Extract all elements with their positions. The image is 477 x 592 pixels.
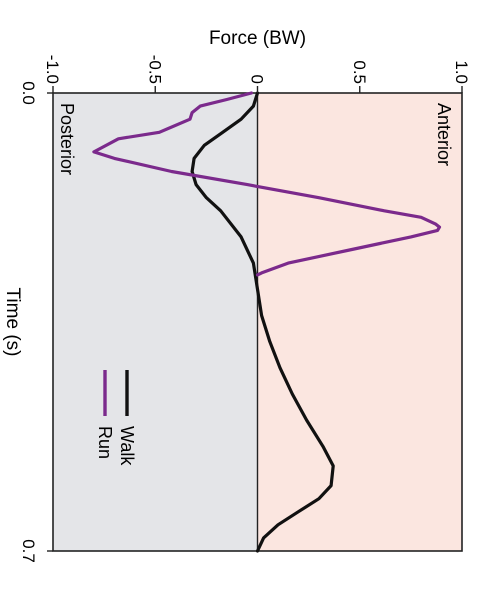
force-tick-label: 1.0 (452, 60, 471, 84)
legend-label-run: Run (95, 426, 115, 459)
region-posterior (53, 93, 258, 551)
region-label-anterior: Anterior (434, 103, 454, 166)
region-label-posterior: Posterior (57, 103, 77, 175)
force-axis-title: Force (BW) (209, 28, 306, 49)
force-tick-label: -1.0 (43, 55, 62, 84)
force-tick-label: -0.5 (145, 55, 164, 84)
series-line-run (92, 91, 442, 277)
time-axis-title: Time (s) (2, 288, 23, 357)
series-line-walk (190, 91, 335, 553)
region-anterior (257, 93, 462, 551)
force-tick-label: 0.5 (350, 60, 369, 84)
axis-ticks: -1.0 -0.5 0 0.5 1.0 Force (BW) 0.0 0.7 Time (s) (2, 28, 471, 563)
time-tick-label: 0.0 (19, 81, 38, 105)
force-tick-label: 0 (248, 75, 267, 84)
legend-label-walk: Walk (117, 426, 137, 466)
time-tick-label: 0.7 (19, 539, 38, 563)
plot-area: Posterior Anterior (52, 91, 463, 553)
